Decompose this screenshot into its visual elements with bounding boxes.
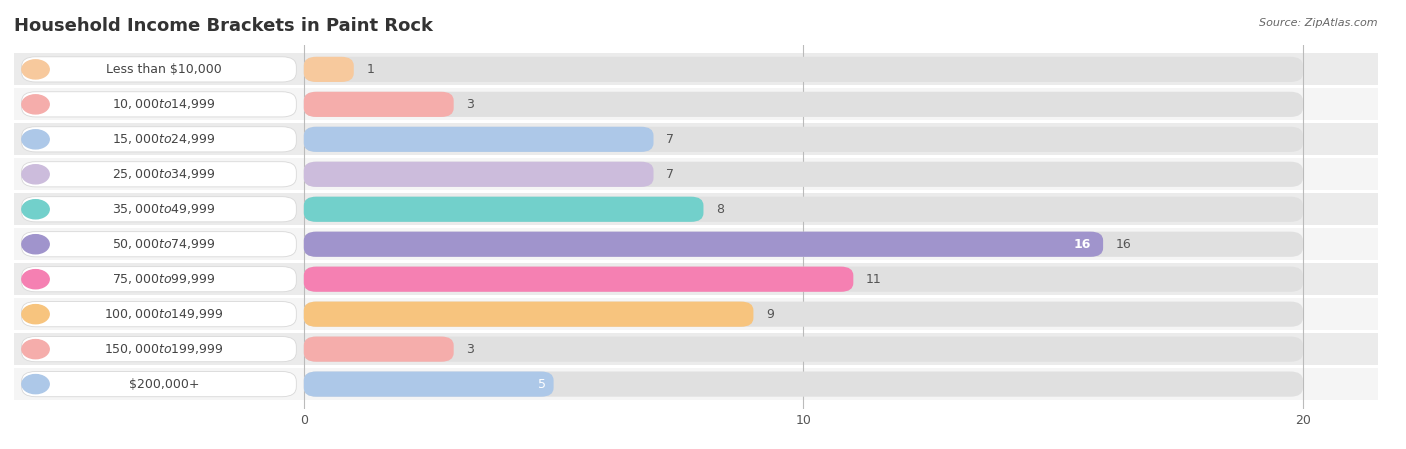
Text: 7: 7 [666,168,673,181]
Text: 16: 16 [1115,238,1132,251]
Text: Less than $10,000: Less than $10,000 [105,63,222,76]
FancyBboxPatch shape [21,302,297,327]
Text: 9: 9 [766,308,773,321]
FancyBboxPatch shape [21,337,297,362]
FancyBboxPatch shape [304,371,1303,397]
Text: 3: 3 [467,343,474,356]
Text: $15,000 to $24,999: $15,000 to $24,999 [112,132,215,146]
Text: $75,000 to $99,999: $75,000 to $99,999 [112,272,215,286]
Text: 1: 1 [366,63,374,76]
FancyBboxPatch shape [304,197,703,222]
Circle shape [22,339,49,359]
FancyBboxPatch shape [21,371,297,397]
Circle shape [22,374,49,394]
FancyBboxPatch shape [304,57,354,82]
FancyBboxPatch shape [304,337,454,362]
Text: 5: 5 [538,378,546,391]
Text: 7: 7 [666,133,673,146]
FancyBboxPatch shape [304,162,1303,187]
FancyBboxPatch shape [304,232,1104,257]
Text: Source: ZipAtlas.com: Source: ZipAtlas.com [1260,18,1378,28]
FancyBboxPatch shape [304,302,1303,327]
FancyBboxPatch shape [304,92,454,117]
Text: 8: 8 [716,203,724,216]
FancyBboxPatch shape [304,371,554,397]
Text: $35,000 to $49,999: $35,000 to $49,999 [112,202,215,216]
FancyBboxPatch shape [14,123,1378,155]
Text: 11: 11 [866,273,882,286]
FancyBboxPatch shape [21,197,297,222]
FancyBboxPatch shape [304,267,853,292]
Circle shape [22,165,49,184]
FancyBboxPatch shape [21,232,297,257]
FancyBboxPatch shape [14,158,1378,190]
FancyBboxPatch shape [304,92,1303,117]
FancyBboxPatch shape [304,267,1303,292]
FancyBboxPatch shape [304,57,1303,82]
FancyBboxPatch shape [14,368,1378,400]
Text: $150,000 to $199,999: $150,000 to $199,999 [104,342,224,356]
FancyBboxPatch shape [14,193,1378,225]
Text: Household Income Brackets in Paint Rock: Household Income Brackets in Paint Rock [14,17,433,35]
FancyBboxPatch shape [14,333,1378,365]
FancyBboxPatch shape [304,162,654,187]
FancyBboxPatch shape [304,127,1303,152]
Text: $200,000+: $200,000+ [129,378,200,391]
FancyBboxPatch shape [304,302,754,327]
FancyBboxPatch shape [14,263,1378,295]
FancyBboxPatch shape [14,88,1378,120]
FancyBboxPatch shape [14,53,1378,85]
Circle shape [22,130,49,149]
FancyBboxPatch shape [21,127,297,152]
FancyBboxPatch shape [304,232,1303,257]
FancyBboxPatch shape [21,267,297,292]
FancyBboxPatch shape [14,298,1378,330]
Text: $10,000 to $14,999: $10,000 to $14,999 [112,97,215,111]
Text: 16: 16 [1073,238,1091,251]
Circle shape [22,95,49,114]
FancyBboxPatch shape [304,337,1303,362]
Circle shape [22,270,49,289]
Text: $25,000 to $34,999: $25,000 to $34,999 [112,167,215,181]
FancyBboxPatch shape [21,57,297,82]
FancyBboxPatch shape [21,92,297,117]
Text: $50,000 to $74,999: $50,000 to $74,999 [112,237,215,251]
Circle shape [22,235,49,254]
Circle shape [22,304,49,324]
FancyBboxPatch shape [304,127,654,152]
FancyBboxPatch shape [21,162,297,187]
Circle shape [22,60,49,79]
Circle shape [22,200,49,219]
FancyBboxPatch shape [14,228,1378,260]
FancyBboxPatch shape [304,197,1303,222]
Text: $100,000 to $149,999: $100,000 to $149,999 [104,307,224,321]
Text: 3: 3 [467,98,474,111]
